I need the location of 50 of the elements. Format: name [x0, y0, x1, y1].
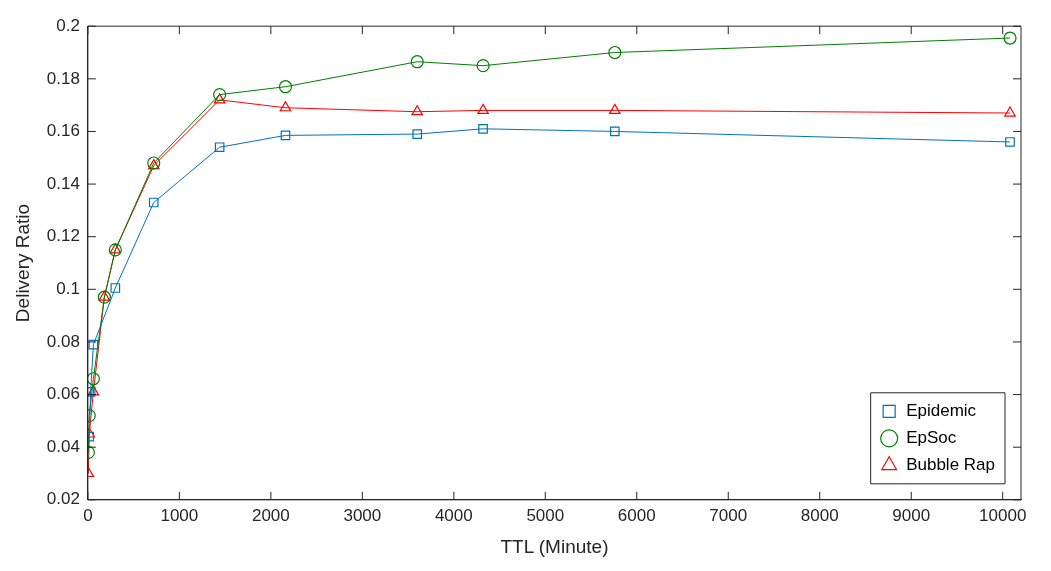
x-tick-label: 5000 — [526, 505, 565, 525]
point — [213, 88, 227, 102]
x-tick-label: 6000 — [617, 505, 656, 525]
x-tick-label: 2000 — [251, 505, 290, 525]
x-tick-label: 7000 — [709, 505, 748, 525]
y-tick-label: 0.04 — [46, 436, 80, 456]
point — [609, 126, 620, 137]
point — [411, 105, 424, 116]
point — [110, 283, 121, 293]
point — [1005, 137, 1015, 147]
y-tick-label: 0.12 — [46, 226, 80, 246]
y-tick-label: 0.14 — [46, 173, 80, 193]
point — [1004, 106, 1016, 117]
point — [214, 142, 225, 153]
point — [87, 385, 100, 396]
y-tick-label: 0.18 — [46, 68, 80, 88]
x-tick-label: 0 — [83, 505, 93, 525]
x-tick-label: 1000 — [160, 505, 199, 525]
point — [410, 55, 424, 69]
x-tick-label: 4000 — [434, 505, 473, 525]
x-tick-label: 10000 — [979, 505, 1027, 525]
y-tick-label: 0.1 — [56, 279, 80, 298]
point — [412, 129, 423, 139]
y-axis-title: Delivery Ratio — [11, 203, 33, 323]
point — [478, 123, 488, 134]
point — [609, 103, 621, 114]
legend-label: EpSoc — [906, 427, 957, 447]
x-tick-label: 8000 — [800, 505, 839, 525]
y-tick-label: 0.2 — [56, 15, 80, 35]
point — [88, 339, 99, 350]
y-tick-label: 0.16 — [46, 121, 80, 141]
x-tick-label: 3000 — [343, 505, 382, 525]
x-axis-title: TTL (Minute) — [500, 535, 609, 557]
point — [87, 387, 96, 397]
point — [278, 80, 293, 94]
legend-label: Bubble Rap — [906, 454, 995, 474]
y-tick-label: 0.08 — [46, 331, 80, 351]
point — [280, 130, 291, 141]
point — [279, 101, 292, 112]
point — [477, 103, 489, 114]
point — [1003, 31, 1017, 45]
y-tick-label: 0.02 — [46, 489, 80, 509]
point — [476, 59, 490, 73]
point — [87, 372, 100, 386]
point — [608, 45, 622, 60]
y-tick-label: 0.06 — [46, 384, 80, 404]
x-tick-label: 9000 — [892, 505, 931, 525]
legend-label: Epidemic — [906, 400, 977, 420]
point — [213, 93, 226, 104]
point — [148, 197, 159, 208]
